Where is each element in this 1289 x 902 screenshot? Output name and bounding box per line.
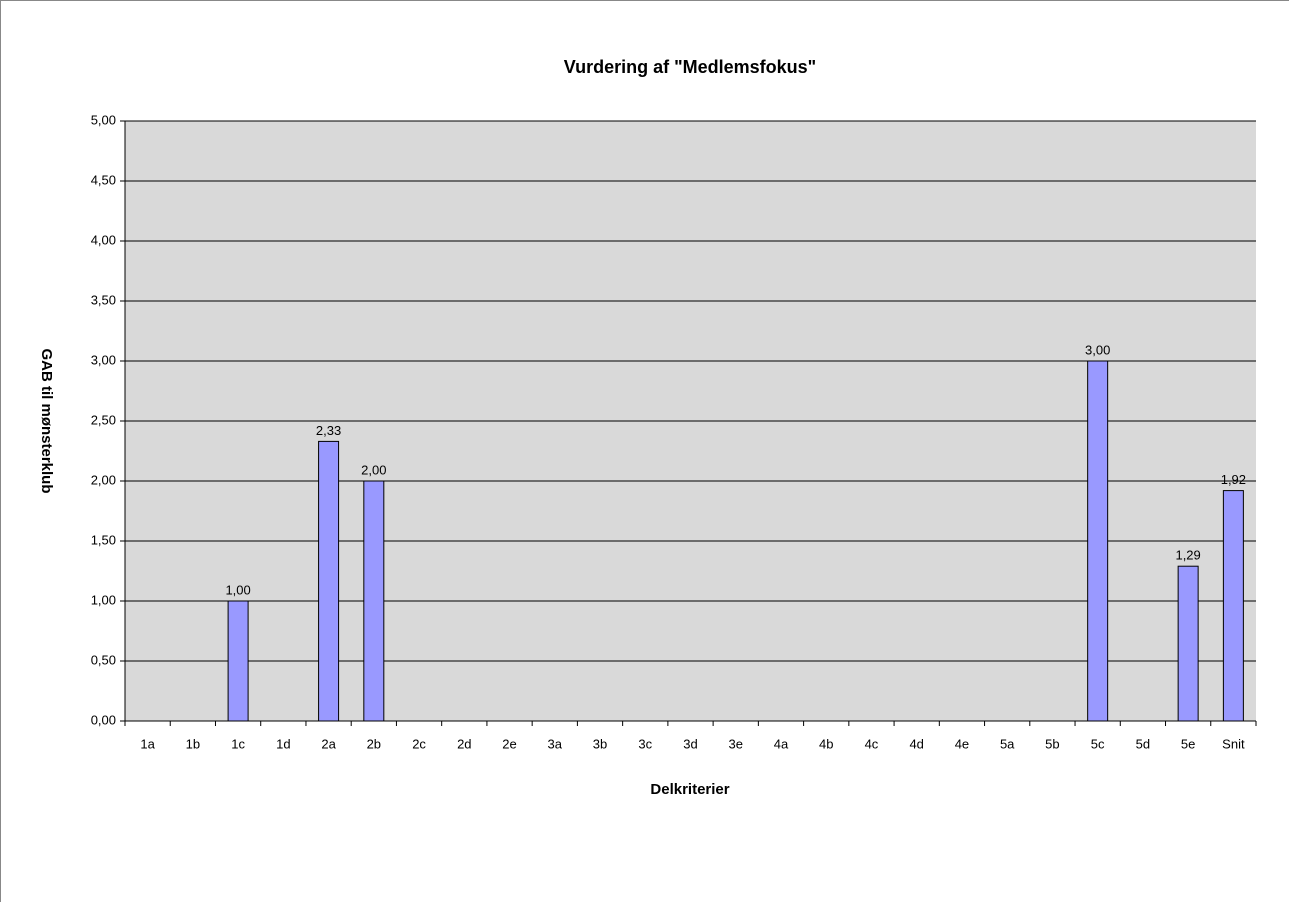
x-tick-label: 2d xyxy=(457,736,471,751)
bar xyxy=(1222,490,1244,722)
bar xyxy=(1177,565,1199,722)
data-label: 1,92 xyxy=(1221,472,1246,487)
y-tick-label: 3,00 xyxy=(91,352,116,367)
y-tick-label: 0,50 xyxy=(91,652,116,667)
x-tick-label: 2a xyxy=(321,736,336,751)
bar xyxy=(318,440,340,722)
x-tick-label: 1b xyxy=(186,736,200,751)
x-tick-label: 5b xyxy=(1045,736,1059,751)
bar xyxy=(227,600,249,722)
x-tick-label: 5e xyxy=(1181,736,1195,751)
data-label: 1,29 xyxy=(1175,548,1200,563)
x-tick-label: 3c xyxy=(638,736,652,751)
y-tick-label: 3,50 xyxy=(91,292,116,307)
x-tick-label: Snit xyxy=(1222,736,1245,751)
x-tick-label: 2e xyxy=(502,736,516,751)
y-tick-label: 1,50 xyxy=(91,532,116,547)
x-tick-label: 2c xyxy=(412,736,426,751)
x-tick-label: 5a xyxy=(1000,736,1015,751)
data-label: 2,33 xyxy=(316,423,341,438)
x-tick-label: 3b xyxy=(593,736,607,751)
y-tick-label: 2,50 xyxy=(91,412,116,427)
x-tick-label: 4b xyxy=(819,736,833,751)
x-tick-label: 5d xyxy=(1136,736,1150,751)
x-tick-label: 4e xyxy=(955,736,969,751)
data-label: 2,00 xyxy=(361,462,386,477)
y-tick-label: 5,00 xyxy=(91,112,116,127)
x-axis-title: Delkriterier xyxy=(650,781,729,798)
bar xyxy=(363,480,385,722)
x-tick-label: 1d xyxy=(276,736,290,751)
y-axis-title: GAB til mønsterklub xyxy=(38,348,55,493)
x-tick-label: 3a xyxy=(548,736,563,751)
x-tick-label: 3d xyxy=(683,736,697,751)
y-tick-label: 0,00 xyxy=(91,712,116,727)
x-tick-label: 4c xyxy=(865,736,879,751)
chart-title: Vurdering af "Medlemsfokus" xyxy=(564,57,816,77)
x-tick-label: 5c xyxy=(1091,736,1105,751)
x-tick-label: 3e xyxy=(729,736,743,751)
data-label: 3,00 xyxy=(1085,342,1110,357)
y-tick-label: 4,00 xyxy=(91,232,116,247)
data-label: 1,00 xyxy=(225,582,250,597)
x-tick-label: 4d xyxy=(909,736,923,751)
y-tick-label: 2,00 xyxy=(91,472,116,487)
bar xyxy=(1087,360,1109,722)
y-tick-label: 4,50 xyxy=(91,172,116,187)
x-tick-label: 1a xyxy=(140,736,155,751)
x-tick-label: 4a xyxy=(774,736,789,751)
x-tick-label: 1c xyxy=(231,736,245,751)
x-tick-label: 2b xyxy=(367,736,381,751)
y-tick-label: 1,00 xyxy=(91,592,116,607)
